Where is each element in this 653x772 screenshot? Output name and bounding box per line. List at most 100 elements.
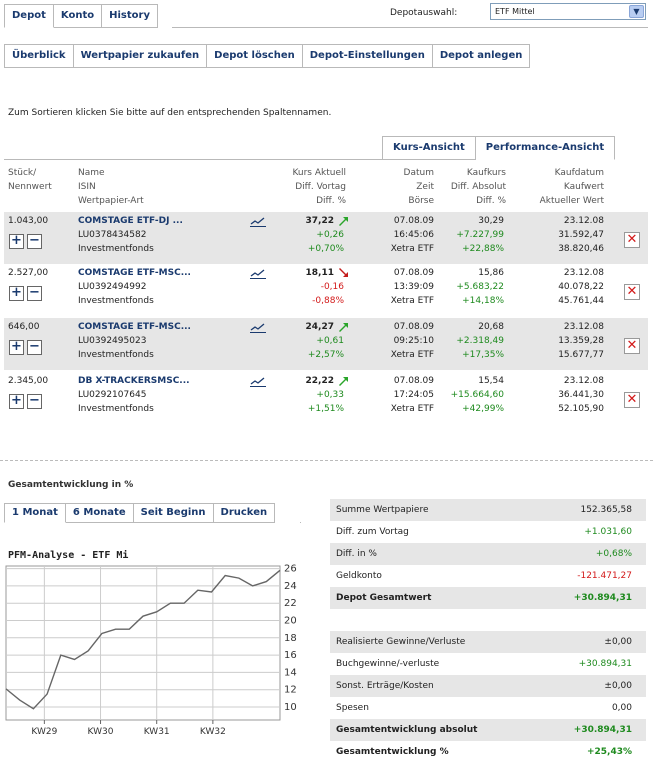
tab-6-monate[interactable]: 6 Monate xyxy=(65,503,134,523)
range-tabs: 1 Monat 6 Monate Seit Beginn Drucken xyxy=(4,503,276,523)
tab-edge xyxy=(300,522,301,523)
header-name[interactable]: Name ISIN Wertpapier-Art xyxy=(78,168,144,206)
buy-date-cell: 23.12.08 xyxy=(563,268,604,278)
type-cell: Investmentfonds xyxy=(78,296,154,306)
tab-depot-loeschen[interactable]: Depot löschen xyxy=(207,44,303,68)
table-row: 2.527,00 COMSTAGE ETF-MSC... LU0392494992 I… xyxy=(4,264,648,316)
header-datum[interactable]: Datum Zeit Börse xyxy=(403,168,434,206)
summary-row: Diff. zum Vortag +1.031,60 xyxy=(330,521,646,543)
sub-tabs: Überblick Wertpapier zukaufen Depot lösc… xyxy=(4,44,531,68)
y-tick-label: 26 xyxy=(284,564,297,575)
date-cell: 07.08.09 xyxy=(393,322,434,332)
top-tabs: Depot Konto History xyxy=(4,4,158,28)
current-value-cell: 38.820,46 xyxy=(558,244,604,254)
summary-row: Buchgewinne/-verluste +30.894,31 xyxy=(330,653,646,675)
security-name-link[interactable]: COMSTAGE ETF-MSC... xyxy=(78,268,191,278)
summary-row: Sonst. Erträge/Kosten ±0,00 xyxy=(330,675,646,697)
diff-pct-cell: +17,35% xyxy=(462,350,504,360)
divider xyxy=(0,460,653,461)
diff-prev-cell: +0,33 xyxy=(316,390,344,400)
time-cell: 13:39:09 xyxy=(393,282,434,292)
isin-cell: LU0292107645 xyxy=(78,390,147,400)
summary-label: Geldkonto xyxy=(336,571,382,581)
y-tick-label: 20 xyxy=(284,616,297,627)
buy-date-cell: 23.12.08 xyxy=(563,376,604,386)
tab-depot-anlegen[interactable]: Depot anlegen xyxy=(432,44,531,68)
date-cell: 07.08.09 xyxy=(393,376,434,386)
table-row: 646,00 COMSTAGE ETF-MSC... LU0392495023 Inv… xyxy=(4,318,648,370)
buy-price-cell: 15,54 xyxy=(478,376,504,386)
security-name-link[interactable]: COMSTAGE ETF-DJ ... xyxy=(78,216,183,226)
summary-row: Diff. in % +0,68% xyxy=(330,543,646,565)
delete-icon[interactable]: ✕ xyxy=(624,338,640,354)
summary-value: +30.894,31 xyxy=(573,593,632,603)
tab-performance-ansicht[interactable]: Performance-Ansicht xyxy=(475,136,616,160)
diff-prev-cell: -0,16 xyxy=(320,282,344,292)
table-row: 1.043,00 COMSTAGE ETF-DJ ... LU0378434582 I… xyxy=(4,212,648,264)
qty-cell: 2.345,00 xyxy=(8,376,49,386)
mini-chart-icon[interactable] xyxy=(250,269,266,279)
mini-chart-icon[interactable] xyxy=(250,217,266,227)
tab-history[interactable]: History xyxy=(102,4,158,28)
current-value-cell: 15.677,77 xyxy=(558,350,604,360)
minus-button[interactable]: − xyxy=(27,286,42,301)
delete-icon[interactable]: ✕ xyxy=(624,284,640,300)
plus-button[interactable]: + xyxy=(9,340,24,355)
summary-row: Summe Wertpapiere 152.365,58 xyxy=(330,499,646,521)
time-cell: 17:24:05 xyxy=(393,390,434,400)
tab-ueberblick[interactable]: Überblick xyxy=(4,44,74,68)
buy-value-cell: 40.078,22 xyxy=(558,282,604,292)
chevron-down-icon[interactable]: ▼ xyxy=(629,5,644,18)
tab-1-monat[interactable]: 1 Monat xyxy=(4,503,66,523)
tab-wertpapier-zukaufen[interactable]: Wertpapier zukaufen xyxy=(73,44,208,68)
diff-abs-cell: +15.664,60 xyxy=(450,390,504,400)
trend-down-arrow-icon xyxy=(339,268,348,277)
header-kaufdatum[interactable]: Kaufdatum Kaufwert Aktueller Wert xyxy=(539,168,604,206)
buy-value-cell: 13.359,28 xyxy=(558,336,604,346)
minus-button[interactable]: − xyxy=(27,234,42,249)
tab-drucken[interactable]: Drucken xyxy=(213,503,276,523)
section-title: Gesamtentwicklung in % xyxy=(8,480,134,490)
summary-row: Depot Gesamtwert +30.894,31 xyxy=(330,587,646,609)
security-name-link[interactable]: COMSTAGE ETF-MSC... xyxy=(78,322,191,332)
diff-abs-cell: +5.683,22 xyxy=(456,282,504,292)
plus-button[interactable]: + xyxy=(9,286,24,301)
depot-select[interactable]: ETF Mittel ▼ xyxy=(490,3,646,20)
tab-kurs-ansicht[interactable]: Kurs-Ansicht xyxy=(382,136,476,160)
view-tab-line xyxy=(4,159,382,160)
chart-title: PFM-Analyse - ETF Mi xyxy=(8,550,129,561)
summary-row: Geldkonto -121.471,27 xyxy=(330,565,646,587)
minus-button[interactable]: − xyxy=(27,394,42,409)
date-cell: 07.08.09 xyxy=(393,268,434,278)
summary-label: Diff. in % xyxy=(336,549,377,559)
price-cell: 24,27 xyxy=(305,322,334,332)
tab-konto[interactable]: Konto xyxy=(53,4,103,28)
header-kaufkurs[interactable]: Kaufkurs Diff. Absolut Diff. % xyxy=(450,168,506,206)
performance-chart: 10 12 14 16 18 20 22 24 26 KW29 KW30 KW31 KW32 xyxy=(5,564,297,737)
diff-prev-pct-cell: +2,57% xyxy=(307,350,344,360)
diff-pct-cell: +22,88% xyxy=(462,244,504,254)
trend-up-arrow-icon xyxy=(339,217,348,226)
summary-row: Gesamtentwicklung absolut +30.894,31 xyxy=(330,719,646,741)
tab-depot[interactable]: Depot xyxy=(4,4,54,28)
tab-depot-einstellungen[interactable]: Depot-Einstellungen xyxy=(302,44,433,68)
depot-select-value: ETF Mittel xyxy=(495,7,535,16)
trend-up-arrow-icon xyxy=(339,377,348,386)
header-stueck[interactable]: Stück/Nennwert xyxy=(8,168,52,192)
minus-button[interactable]: − xyxy=(27,340,42,355)
summary-value: +1.031,60 xyxy=(584,527,632,537)
delete-icon[interactable]: ✕ xyxy=(624,232,640,248)
tab-seit-beginn[interactable]: Seit Beginn xyxy=(133,503,214,523)
mini-chart-icon[interactable] xyxy=(250,377,266,387)
summary-label: Summe Wertpapiere xyxy=(336,505,429,515)
plus-button[interactable]: + xyxy=(9,234,24,249)
mini-chart-icon[interactable] xyxy=(250,323,266,333)
delete-icon[interactable]: ✕ xyxy=(624,392,640,408)
summary-row: Spesen 0,00 xyxy=(330,697,646,719)
security-name-link[interactable]: DB X-TRACKERSMSC... xyxy=(78,376,190,386)
exchange-cell: Xetra ETF xyxy=(390,350,434,360)
y-tick-label: 16 xyxy=(284,650,297,661)
plus-button[interactable]: + xyxy=(9,394,24,409)
summary-label: Diff. zum Vortag xyxy=(336,527,409,537)
header-kurs[interactable]: Kurs Aktuell Diff. Vortag Diff. % xyxy=(292,168,346,206)
